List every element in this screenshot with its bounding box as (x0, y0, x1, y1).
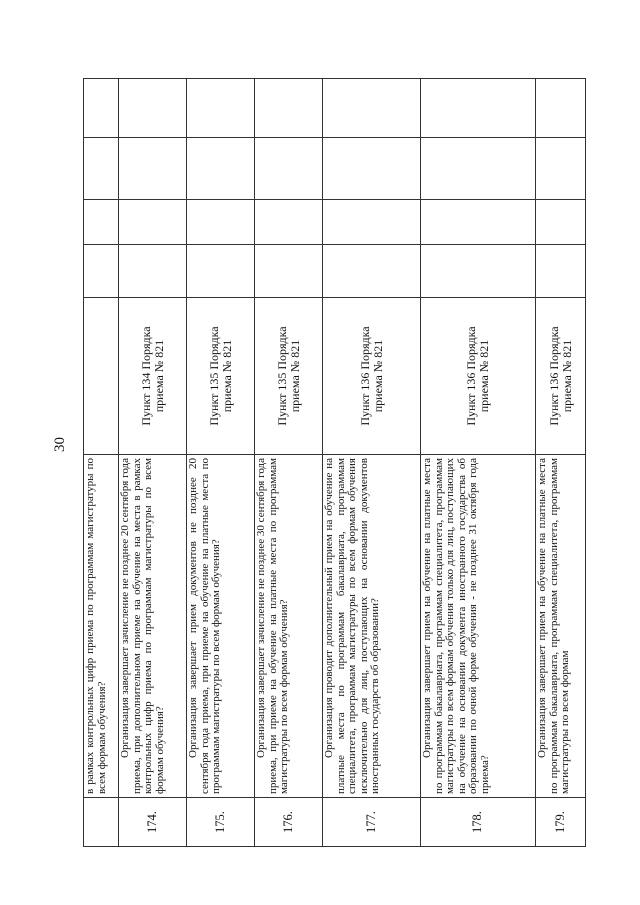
number-cell: 176. (254, 797, 323, 847)
reference-cell: Пункт 134 Порядка приема № 821 (118, 297, 187, 455)
empty-cell (83, 78, 119, 138)
table-row: 177. Организация проводит дополнительный… (322, 78, 421, 847)
rotated-table-sheet: в рамках контрольных цифр приема по прог… (83, 78, 586, 847)
empty-cell (322, 78, 421, 138)
question-cell: Организация завершает зачисление не позд… (254, 454, 323, 798)
reference-cell (83, 297, 119, 455)
empty-cell (535, 244, 586, 298)
empty-cell (420, 78, 536, 138)
empty-cell (186, 199, 255, 245)
table-row-continuation: в рамках контрольных цифр приема по прог… (83, 78, 119, 847)
question-cell: Организация проводит дополнительный прие… (322, 454, 421, 798)
reference-cell: Пункт 136 Порядка приема № 821 (535, 297, 586, 455)
table-row: 178. Организация завершает прием на обуч… (420, 78, 536, 847)
number-cell: 177. (322, 797, 421, 847)
question-cell: Организация завершает зачисление не позд… (118, 454, 187, 798)
empty-cell (535, 78, 586, 138)
number-cell: 178. (420, 797, 536, 847)
reference-cell: Пункт 135 Порядка приема № 821 (254, 297, 323, 455)
reference-cell: Пункт 135 Порядка приема № 821 (186, 297, 255, 455)
empty-cell (83, 137, 119, 200)
empty-cell (83, 244, 119, 298)
empty-cell (254, 137, 323, 200)
number-cell (83, 797, 119, 847)
empty-cell (118, 244, 187, 298)
empty-cell (118, 78, 187, 138)
empty-cell (420, 199, 536, 245)
empty-cell (118, 199, 187, 245)
table-row: 176. Организация завершает зачисление не… (254, 78, 323, 847)
empty-cell (420, 244, 536, 298)
empty-cell (535, 199, 586, 245)
empty-cell (254, 244, 323, 298)
reference-cell: Пункт 136 Порядка приема № 821 (322, 297, 421, 455)
page-number: 30 (52, 437, 68, 452)
checklist-table: в рамках контрольных цифр приема по прог… (83, 78, 586, 847)
table-row: 175. Организация завершает прием докумен… (186, 78, 255, 847)
empty-cell (186, 78, 255, 138)
empty-cell (254, 199, 323, 245)
question-cell: в рамках контрольных цифр приема по прог… (83, 454, 119, 798)
empty-cell (322, 137, 421, 200)
question-cell: Организация завершает прием документов н… (186, 454, 255, 798)
question-cell: Организация завершает прием на обучение … (420, 454, 536, 798)
empty-cell (186, 244, 255, 298)
empty-cell (535, 137, 586, 200)
empty-cell (254, 78, 323, 138)
number-cell: 179. (535, 797, 586, 847)
number-cell: 175. (186, 797, 255, 847)
table-row: 179. Организация завершает прием на обуч… (535, 78, 586, 847)
empty-cell (322, 199, 421, 245)
empty-cell (83, 199, 119, 245)
question-cell: Организация завершает прием на обучение … (535, 454, 586, 798)
number-cell: 174. (118, 797, 187, 847)
empty-cell (420, 137, 536, 200)
reference-cell: Пункт 136 Порядка приема № 821 (420, 297, 536, 455)
empty-cell (118, 137, 187, 200)
table-row: 174. Организация завершает зачисление не… (118, 78, 187, 847)
empty-cell (186, 137, 255, 200)
empty-cell (322, 244, 421, 298)
